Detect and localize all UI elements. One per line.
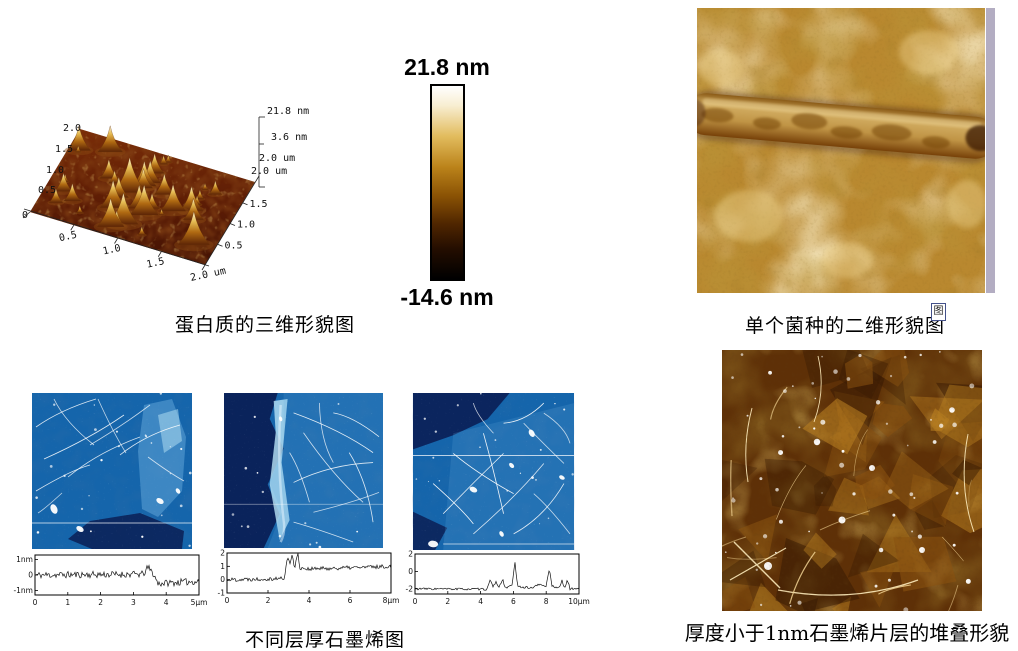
svg-text:21.8 nm: 21.8 nm <box>267 106 309 117</box>
svg-text:1.0: 1.0 <box>102 243 122 258</box>
svg-text:8: 8 <box>544 597 549 606</box>
svg-text:0.5: 0.5 <box>225 240 243 251</box>
svg-text:1.0: 1.0 <box>46 165 64 176</box>
graphene-height-profile-3: 2 0 -2 0 2 4 6 8 10µm <box>406 550 590 607</box>
svg-text:1.0: 1.0 <box>237 220 255 231</box>
svg-text:-1nm: -1nm <box>13 586 33 595</box>
svg-text:2.0: 2.0 <box>63 123 81 134</box>
svg-text:1: 1 <box>220 562 225 571</box>
graphene-caption: 不同层厚石墨烯图 <box>244 629 405 651</box>
graphene-afm-image-1 <box>32 393 192 549</box>
colorbar-min-label: -14.6 nm <box>400 284 494 310</box>
gray-border-strip <box>986 8 995 293</box>
bacteria-caption: 单个菌种的二维形貌图 <box>744 315 945 337</box>
colorbar-gradient <box>429 84 465 281</box>
svg-text:2.0 um: 2.0 um <box>189 266 227 284</box>
svg-text:10µm: 10µm <box>568 597 590 606</box>
svg-text:0: 0 <box>220 575 225 584</box>
svg-text:0: 0 <box>33 598 38 607</box>
bacteria-2d-afm-image <box>697 8 985 293</box>
stacked-graphene-afm-image <box>722 350 982 611</box>
svg-text:0: 0 <box>408 567 413 576</box>
svg-text:3: 3 <box>131 598 136 607</box>
svg-text:1.5: 1.5 <box>250 199 268 210</box>
svg-text:1.5: 1.5 <box>55 144 73 155</box>
svg-text:8µm: 8µm <box>383 596 400 605</box>
svg-text:6: 6 <box>348 596 353 605</box>
svg-text:2.0 um: 2.0 um <box>251 166 287 177</box>
svg-text:-1: -1 <box>218 589 226 598</box>
svg-text:0: 0 <box>413 597 418 606</box>
svg-text:1: 1 <box>65 598 70 607</box>
svg-text:0: 0 <box>225 596 230 605</box>
svg-text:4: 4 <box>307 596 312 605</box>
stacked-caption: 厚度小于1nm石墨烯片层的堆叠形貌 <box>684 621 1010 645</box>
svg-text:1.5: 1.5 <box>146 256 166 271</box>
svg-text:2: 2 <box>445 597 450 606</box>
svg-text:0: 0 <box>22 210 28 221</box>
svg-text:4: 4 <box>164 598 169 607</box>
svg-text:2: 2 <box>266 596 271 605</box>
svg-text:4: 4 <box>478 597 483 606</box>
missing-image-icon: 图 <box>931 303 946 321</box>
graphene-afm-image-3 <box>412 393 575 550</box>
protein-3d-afm-plot: 0.5 1.0 1.5 2.0 um 0.5 1.0 1.5 2.0 um 2.0 um 21.8… <box>22 106 309 284</box>
height-colorbar: 21.8 nm -14.6 nm <box>376 54 518 311</box>
svg-text:2: 2 <box>408 550 413 559</box>
svg-text:5µm: 5µm <box>191 598 208 607</box>
svg-text:6: 6 <box>511 597 516 606</box>
svg-text:2: 2 <box>98 598 103 607</box>
svg-text:0.5: 0.5 <box>58 230 78 245</box>
svg-text:0.5: 0.5 <box>38 185 56 196</box>
svg-text:2: 2 <box>220 549 225 558</box>
protein-caption: 蛋白质的三维形貌图 <box>174 314 355 336</box>
svg-text:3.6 nm: 3.6 nm <box>271 132 307 143</box>
colorbar-max-label: 21.8 nm <box>404 54 490 80</box>
svg-text:-2: -2 <box>406 584 414 593</box>
svg-text:1nm: 1nm <box>16 555 33 564</box>
svg-text:2.0 um: 2.0 um <box>259 153 295 164</box>
svg-text:0: 0 <box>28 571 33 580</box>
graphene-height-profile-2: 210-10 2 4 6 8µm <box>218 549 400 606</box>
graphene-afm-image-2 <box>224 393 383 548</box>
